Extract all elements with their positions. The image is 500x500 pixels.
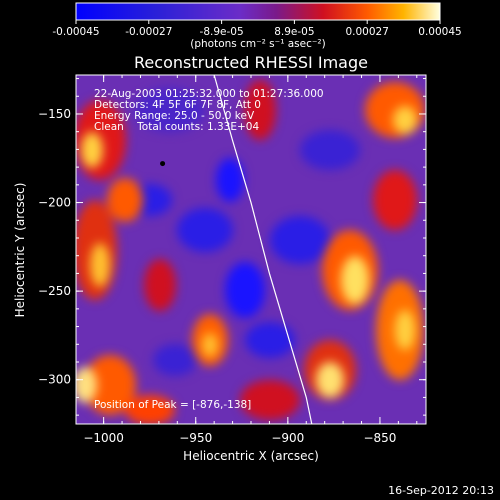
annotation-detectors: Detectors: 4F 5F 6F 7F 8F, Att 0 (94, 99, 261, 111)
x-tick-label: −950 (179, 431, 212, 445)
y-tick-label: −300 (38, 373, 71, 387)
y-tick-label: −150 (38, 107, 71, 121)
axis-ticks: −1000 −950 −900 −850 −300 −250 −200 −150 (38, 75, 426, 445)
colorbar-ticks: -0.00045 -0.00027 -8.9e-05 8.9e-05 0.00027 0.… (52, 20, 462, 38)
x-axis-label: Heliocentric X (arcsec) (183, 449, 319, 463)
y-axis-label: Heliocentric Y (arcsec) (13, 183, 27, 318)
x-tick-label: −850 (363, 431, 396, 445)
annotation-counts: Clean Total counts: 1.33E+04 (94, 121, 259, 133)
colorbar-tick-label: 8.9e-05 (274, 26, 314, 38)
colorbar-tick-label: -0.00045 (52, 26, 99, 38)
annotation-peak-position: Position of Peak = [-876,-138] (94, 399, 251, 411)
annotation-energy-range: Energy Range: 25.0 - 50.0 keV (94, 110, 255, 122)
colorbar-tick-label: 0.00027 (345, 26, 388, 38)
x-tick-label: −900 (271, 431, 304, 445)
colorbar-tick-label: -0.00027 (125, 26, 172, 38)
annotation-time-range: 22-Aug-2003 01:25:32.000 to 01:27:36.000 (94, 88, 324, 100)
colorbar (75, 2, 441, 21)
solar-limb-curve (213, 75, 313, 424)
x-tick-label: −1000 (83, 431, 124, 445)
y-tick-label: −250 (38, 284, 71, 298)
colorbar-tick-label: 0.00045 (418, 26, 461, 38)
colorbar-tick-label: -8.9e-05 (200, 26, 244, 38)
heatmap-area (76, 75, 426, 424)
chart-title: Reconstructed RHESSI Image (134, 53, 368, 72)
footer-date: 16-Sep-2012 20:13 (388, 484, 494, 497)
colorbar-unit-label: (photons cm⁻² s⁻¹ asec⁻²) (190, 38, 325, 50)
y-tick-label: −200 (38, 196, 71, 210)
peak-marker (160, 161, 166, 167)
